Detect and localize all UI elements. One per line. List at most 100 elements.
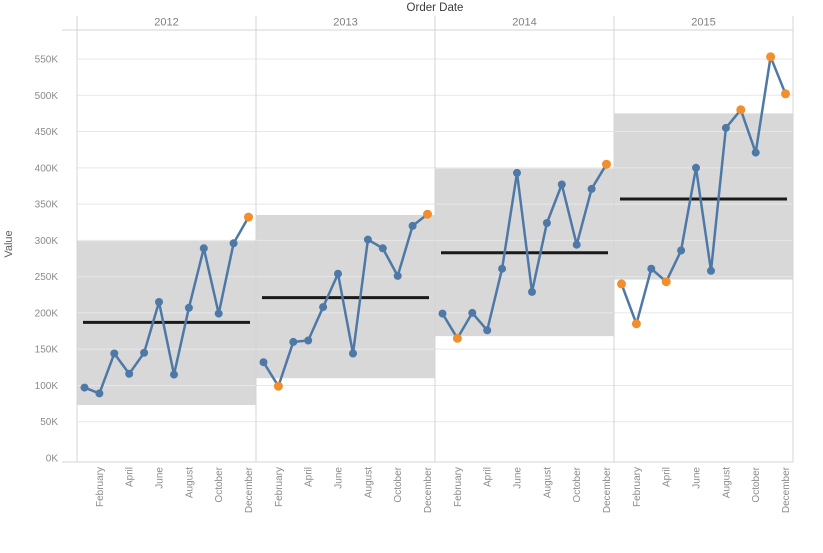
outlier-point-2013-February[interactable]: [273, 381, 283, 391]
data-point-2012-June[interactable]: [155, 298, 163, 306]
data-point-2012-August[interactable]: [184, 303, 193, 312]
x-tick-label-2012: April: [125, 467, 136, 487]
x-tick-label-2014: August: [542, 467, 553, 498]
outlier-point-2014-December[interactable]: [602, 159, 611, 169]
data-point-2012-November[interactable]: [229, 239, 238, 248]
data-point-2014-November[interactable]: [587, 184, 596, 193]
year-header-2015: 2015: [691, 17, 715, 29]
x-tick-label-2012: October: [214, 466, 225, 502]
y-tick-label: 350K: [35, 200, 59, 211]
data-point-2013-October[interactable]: [393, 271, 402, 280]
x-tick-label-2012: February: [95, 467, 106, 507]
data-point-2014-September[interactable]: [557, 180, 566, 189]
x-tick-label-2013: June: [334, 467, 345, 489]
data-point-2014-March[interactable]: [468, 308, 477, 317]
y-tick-label: 200K: [35, 308, 59, 319]
data-point-2013-May[interactable]: [319, 303, 328, 312]
x-tick-label-2012: December: [244, 466, 255, 513]
y-tick-label: 400K: [35, 163, 59, 174]
data-point-2012-January[interactable]: [80, 383, 89, 392]
year-header-2012: 2012: [154, 17, 178, 29]
x-tick-label-2014: June: [513, 467, 524, 489]
data-point-2012-May[interactable]: [140, 348, 149, 357]
data-point-2015-October[interactable]: [751, 148, 760, 157]
distribution-band-2015: [614, 113, 793, 280]
outlier-point-2014-February[interactable]: [452, 333, 462, 343]
y-tick-label: 250K: [35, 272, 59, 283]
x-tick-label-2015: December: [781, 466, 792, 513]
data-point-2012-March[interactable]: [110, 349, 119, 358]
data-point-2012-October[interactable]: [214, 309, 223, 318]
data-point-2015-June[interactable]: [692, 163, 700, 172]
outlier-point-2015-September[interactable]: [736, 105, 746, 115]
x-tick-label-2015: April: [662, 467, 673, 487]
outlier-point-2015-February[interactable]: [631, 319, 641, 329]
x-tick-label-2013: October: [393, 466, 404, 502]
data-point-2014-July[interactable]: [528, 287, 536, 296]
x-tick-label-2014: February: [453, 467, 464, 507]
outlier-point-2015-April[interactable]: [661, 277, 671, 287]
data-point-2013-April[interactable]: [304, 336, 313, 345]
y-tick-label: 550K: [35, 55, 59, 66]
data-point-2013-January[interactable]: [259, 358, 268, 367]
data-point-2013-June[interactable]: [334, 269, 342, 278]
x-tick-label-2015: August: [721, 467, 732, 498]
y-tick-label: 50K: [40, 417, 58, 428]
data-point-2014-June[interactable]: [513, 168, 521, 177]
y-tick-label: 500K: [35, 91, 59, 102]
outlier-point-2012-December[interactable]: [244, 212, 253, 222]
outlier-point-2013-December[interactable]: [423, 209, 432, 219]
data-point-2012-September[interactable]: [199, 244, 208, 253]
data-point-2012-July[interactable]: [170, 370, 178, 379]
value-line-2015[interactable]: [620, 55, 787, 326]
x-tick-label-2015: October: [751, 466, 762, 502]
y-tick-label: 0K: [46, 454, 59, 465]
data-point-2014-May[interactable]: [498, 264, 507, 273]
data-point-2015-July[interactable]: [707, 266, 715, 275]
data-point-2015-August[interactable]: [721, 123, 730, 132]
x-tick-label-2013: April: [304, 467, 315, 487]
data-point-2015-March[interactable]: [647, 264, 656, 273]
chart-title: Order Date: [407, 2, 464, 14]
data-point-2012-April[interactable]: [125, 369, 134, 378]
value-line-2012[interactable]: [83, 215, 250, 395]
x-tick-label-2015: February: [632, 467, 643, 507]
year-header-2014: 2014: [512, 17, 536, 29]
data-point-2013-August[interactable]: [363, 235, 372, 244]
data-point-2013-July[interactable]: [349, 349, 357, 358]
data-point-2012-February[interactable]: [95, 389, 104, 398]
x-tick-label-2014: April: [483, 467, 494, 487]
x-tick-label-2012: August: [184, 467, 195, 498]
y-tick-label: 450K: [35, 127, 59, 138]
y-tick-label: 100K: [35, 381, 59, 392]
outlier-point-2015-December[interactable]: [781, 89, 790, 99]
y-tick-label: 300K: [35, 236, 59, 247]
axis-labels-layer: 2012 2013 2014 2015 0K 50K 100K 150K 200K 250K 300…: [35, 17, 792, 514]
data-point-2014-October[interactable]: [572, 240, 581, 249]
data-point-2014-August[interactable]: [542, 219, 551, 227]
data-point-2014-April[interactable]: [483, 326, 492, 335]
x-tick-label-2015: June: [692, 467, 703, 489]
x-tick-label-2013: December: [423, 466, 434, 513]
x-tick-label-2013: August: [363, 467, 374, 498]
year-header-2013: 2013: [333, 17, 357, 29]
reference-lines-layer: [83, 197, 787, 324]
value-line-2014[interactable]: [441, 162, 608, 340]
x-tick-label-2012: June: [155, 467, 166, 489]
series-layer: [80, 52, 790, 398]
value-line-2013[interactable]: [262, 212, 429, 388]
data-point-2013-November[interactable]: [408, 221, 417, 230]
outlier-point-2015-January[interactable]: [617, 279, 626, 289]
data-point-2015-May[interactable]: [677, 246, 686, 255]
data-point-2014-January[interactable]: [438, 309, 447, 318]
data-point-2013-March[interactable]: [289, 337, 298, 346]
x-tick-label-2014: October: [572, 466, 583, 502]
data-point-2013-September[interactable]: [378, 244, 387, 253]
y-axis-title: Value: [3, 230, 15, 257]
borders-layer: [62, 16, 794, 463]
y-tick-label: 150K: [35, 345, 59, 356]
outlier-point-2015-November[interactable]: [766, 52, 776, 62]
x-tick-label-2014: December: [602, 466, 613, 513]
